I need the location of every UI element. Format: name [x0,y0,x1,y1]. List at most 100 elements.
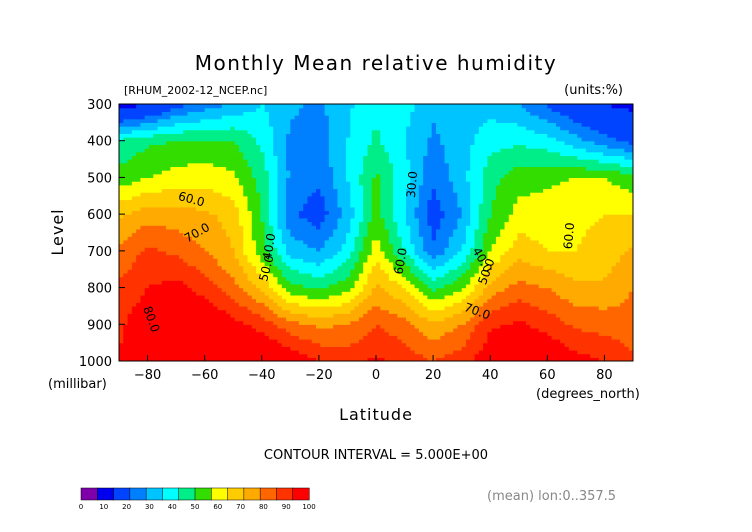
heatmap-cell [256,342,261,347]
heatmap-cell [581,309,587,314]
heatmap-cell [543,298,548,303]
heatmap-cell [508,335,514,340]
heatmap-cell [247,302,253,307]
heatmap-cell [230,335,236,340]
heatmap-cell [170,261,176,267]
heatmap-cell [573,272,578,278]
heatmap-cell [603,225,608,230]
heatmap-cell [148,302,154,307]
heatmap-cell [281,236,287,241]
heatmap-cell [290,214,296,219]
heatmap-cell [530,228,536,234]
heatmap-cell [238,232,244,237]
heatmap-cell [187,254,193,259]
heatmap-cell [119,335,124,340]
heatmap-cell [384,313,390,318]
heatmap-cell [551,269,557,274]
heatmap-cell [320,239,326,245]
heatmap-cell [418,258,424,263]
heatmap-cell [354,338,360,344]
heatmap-cell [607,291,613,296]
heatmap-cell [153,261,159,267]
heatmap-cell [174,210,180,215]
heatmap-cell [178,357,184,361]
heatmap-cell [495,327,501,333]
heatmap-cell [470,239,476,245]
heatmap-cell [277,313,283,318]
heatmap-cell [316,320,321,325]
heatmap-cell [491,265,497,270]
heatmap-cell [196,309,201,314]
heatmap-cell [431,221,437,226]
heatmap-cell [174,316,180,322]
heatmap-cell [547,221,553,226]
heatmap-cell [316,309,321,314]
heatmap-cell [423,302,428,307]
heatmap-cell [603,313,608,318]
heatmap-cell [234,272,240,278]
heatmap-cell [568,320,574,325]
heatmap-cell [170,228,176,234]
heatmap-cell [405,217,411,223]
heatmap-cell [256,243,261,248]
heatmap-cell [178,217,184,223]
heatmap-cell [513,349,518,355]
heatmap-cell [311,357,317,361]
heatmap-cell [594,349,600,355]
heatmap-cell [277,335,283,340]
heatmap-cell [303,225,309,230]
heatmap-cell [153,236,159,241]
heatmap-cell [221,353,227,358]
heatmap-cell [564,225,570,230]
heatmap-cell [414,243,420,248]
heatmap-cell [393,247,399,252]
heatmap-cell [238,287,244,292]
heatmap-cell [238,228,244,234]
heatmap-cell [320,327,326,333]
heatmap-cell [393,239,399,245]
heatmap-cell [200,214,206,219]
heatmap-cell [144,261,150,267]
heatmap-cell [273,338,279,344]
heatmap-cell [388,258,394,263]
heatmap-cell [555,258,561,263]
heatmap-cell [405,206,411,212]
heatmap-cell [410,210,416,215]
heatmap-cell [136,316,142,322]
chart-title: Monthly Mean relative humidity [195,51,557,75]
heatmap-cell [543,302,548,307]
heatmap-cell [281,298,287,303]
heatmap-cell [303,302,309,307]
heatmap-cell [500,327,506,333]
heatmap-cell [410,327,416,333]
heatmap-cell [427,305,433,311]
heatmap-cell [191,283,197,289]
heatmap-cell [191,324,197,329]
heatmap-cell [178,228,184,234]
heatmap-cell [264,258,270,263]
heatmap-cell [226,247,231,252]
heatmap-cell [226,291,231,296]
heatmap-cell [256,265,261,270]
heatmap-cell [453,313,458,318]
heatmap-cell [191,272,197,278]
heatmap-cell [238,214,244,219]
heatmap-cell [573,327,578,333]
heatmap-cell [346,280,351,285]
heatmap-cell [208,287,214,292]
heatmap-cell [568,269,574,274]
heatmap-cell [200,254,206,259]
heatmap-cell [590,221,596,226]
heatmap-cell [607,287,613,292]
heatmap-cell [525,254,531,259]
heatmap-cell [337,265,343,270]
heatmap-cell [388,214,394,219]
heatmap-cell [607,331,613,336]
heatmap-cell [573,239,578,245]
heatmap-cell [564,294,570,300]
heatmap-cell [307,214,313,219]
heatmap-cell [530,316,536,322]
heatmap-cell [615,324,621,329]
heatmap-cell [624,236,630,241]
heatmap-cell [448,280,454,285]
